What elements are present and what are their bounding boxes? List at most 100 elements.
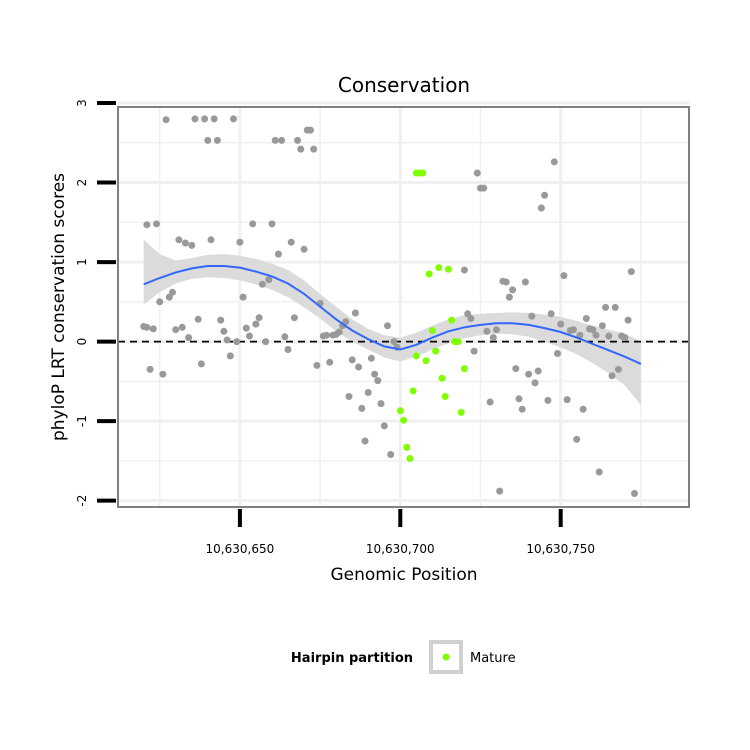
- data-point: [217, 316, 225, 324]
- data-point: [252, 320, 260, 328]
- data-point: [149, 325, 157, 333]
- data-point: [284, 346, 292, 353]
- data-point: [345, 393, 353, 400]
- data-point: [258, 280, 266, 288]
- data-point: [380, 422, 388, 430]
- data-point: [169, 288, 176, 296]
- data-point: [175, 236, 183, 244]
- data-point: [194, 315, 202, 323]
- data-point: [310, 145, 318, 153]
- data-point: [621, 334, 629, 342]
- data-point-mature: [400, 416, 407, 424]
- data-point: [582, 315, 590, 322]
- data-point: [592, 331, 600, 339]
- data-point: [281, 333, 289, 341]
- data-point: [242, 324, 250, 332]
- data-point: [547, 310, 555, 318]
- data-point: [573, 435, 581, 443]
- data-point: [605, 332, 613, 340]
- data-point: [236, 238, 244, 246]
- chart-title: Conservation: [338, 73, 470, 97]
- data-point: [460, 266, 468, 274]
- data-point: [509, 286, 517, 294]
- y-tick-label: -2: [75, 495, 89, 507]
- plot-area: 3 2 1 0 -1 -2 10,630,650 10,630,700 10,630,750: [75, 99, 690, 556]
- data-point: [489, 334, 497, 342]
- data-point: [287, 238, 295, 246]
- y-axis-title: phyloP LRT conservation scores: [49, 173, 69, 441]
- data-point: [143, 221, 151, 229]
- data-point: [323, 331, 330, 339]
- data-point: [598, 322, 606, 330]
- data-point-mature: [438, 374, 446, 382]
- data-point: [358, 404, 366, 412]
- data-point: [262, 338, 270, 346]
- data-point: [274, 250, 282, 258]
- y-tick-label: 3: [75, 99, 89, 107]
- data-point: [371, 370, 379, 378]
- data-point: [483, 327, 491, 335]
- data-point: [367, 354, 375, 362]
- data-point: [355, 363, 363, 371]
- data-point: [239, 293, 247, 301]
- data-point: [608, 372, 616, 380]
- data-point: [213, 136, 221, 144]
- data-point-mature: [448, 316, 456, 324]
- data-point-mature: [425, 270, 433, 278]
- data-point: [544, 396, 552, 404]
- data-point: [528, 312, 536, 320]
- data-point: [230, 115, 237, 123]
- data-point: [335, 328, 343, 336]
- data-point: [162, 116, 170, 124]
- data-point-mature: [419, 169, 427, 177]
- x-tick-label: 10,630,700: [366, 542, 435, 556]
- data-point: [307, 126, 314, 134]
- y-tick-label: 2: [75, 179, 89, 187]
- data-point: [197, 360, 205, 368]
- y-tick-label: -1: [75, 415, 89, 427]
- data-point: [223, 336, 231, 344]
- data-point-mature: [441, 393, 449, 400]
- data-point: [268, 220, 276, 228]
- data-point: [563, 396, 571, 404]
- legend-swatch-mature: [442, 653, 450, 661]
- data-point: [326, 358, 334, 366]
- data-point-mature: [403, 443, 411, 451]
- data-point-mature: [454, 338, 462, 346]
- data-point: [518, 405, 526, 413]
- data-point-mature: [422, 357, 430, 365]
- x-tick-label: 10,630,750: [526, 542, 595, 556]
- data-point: [480, 184, 488, 192]
- data-point: [534, 367, 542, 375]
- data-point: [631, 490, 638, 497]
- data-point: [537, 204, 545, 212]
- data-point: [178, 323, 186, 331]
- data-point: [207, 236, 215, 244]
- data-point: [521, 278, 529, 286]
- y-tick-label: 0: [75, 338, 89, 346]
- data-point: [554, 350, 561, 357]
- data-point: [541, 191, 549, 199]
- data-point: [153, 220, 160, 228]
- data-point: [515, 395, 523, 403]
- data-point: [255, 314, 263, 322]
- data-point: [387, 451, 395, 458]
- data-point: [294, 136, 302, 144]
- data-point: [589, 326, 597, 334]
- legend-title: Hairpin partition: [291, 651, 413, 666]
- x-axis-title: Genomic Position: [330, 565, 477, 585]
- data-point: [278, 136, 286, 144]
- data-point-mature: [460, 365, 468, 373]
- data-point: [313, 361, 321, 369]
- data-point: [550, 158, 558, 166]
- data-point: [265, 276, 273, 284]
- data-point: [201, 115, 209, 123]
- data-point: [297, 145, 305, 153]
- data-point: [246, 332, 253, 340]
- legend-label-mature: Mature: [470, 651, 516, 666]
- legend-key-mature: [429, 640, 463, 674]
- data-point: [627, 268, 635, 276]
- data-point: [159, 370, 167, 378]
- data-point: [220, 327, 228, 335]
